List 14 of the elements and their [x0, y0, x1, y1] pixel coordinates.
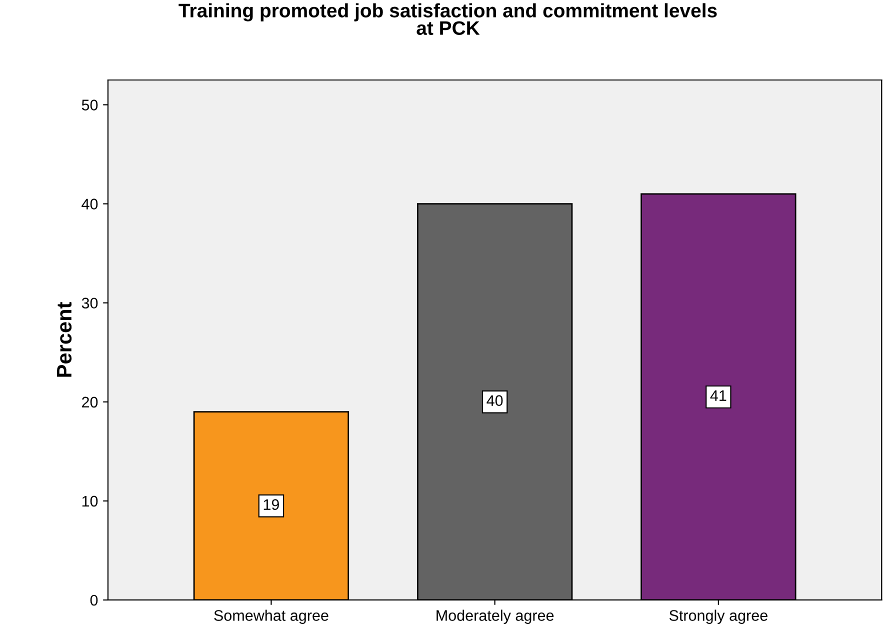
y-tick-label: 0: [90, 594, 98, 606]
y-tick-label: 20: [82, 396, 98, 408]
data-label: 41: [710, 390, 726, 401]
x-tick-label: Somewhat agree: [214, 610, 328, 624]
y-tick-label: 10: [82, 496, 98, 507]
data-label: 19: [264, 499, 279, 510]
y-axis-title: Percent: [57, 302, 72, 377]
y-tick-label: 30: [82, 298, 98, 309]
data-label: 40: [486, 395, 503, 406]
y-tick-label: 50: [82, 100, 98, 110]
x-tick-label: Strongly agree: [669, 610, 768, 624]
y-tick-label: 40: [82, 198, 98, 210]
x-tick-label: Moderately agree: [436, 610, 554, 624]
chart-title: Training promoted job satisfaction and commitment levels at PCK: [178, 3, 717, 35]
